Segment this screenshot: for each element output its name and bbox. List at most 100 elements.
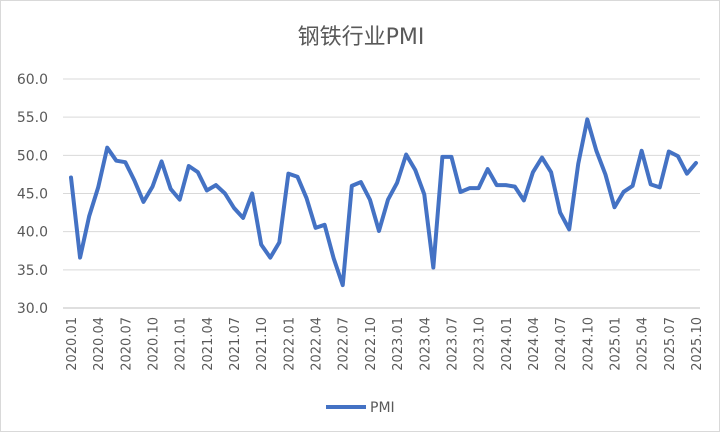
x-tick-label: 2021.10 xyxy=(255,317,270,371)
x-tick-label: 2023.04 xyxy=(418,317,433,371)
data-point xyxy=(69,175,73,179)
data-point xyxy=(440,155,444,159)
data-point xyxy=(305,196,309,200)
data-point xyxy=(141,200,145,204)
data-point xyxy=(567,227,571,231)
y-tick-label: 45.0 xyxy=(17,187,48,203)
data-point xyxy=(96,185,100,189)
data-point xyxy=(649,182,653,186)
x-tick-label: 2025.10 xyxy=(690,317,705,371)
series-layer xyxy=(69,117,698,288)
x-tick-label: 2022.10 xyxy=(364,317,379,371)
x-tick-label: 2025.07 xyxy=(663,317,678,371)
data-point xyxy=(205,188,209,192)
data-point xyxy=(413,168,417,172)
data-point xyxy=(78,256,82,260)
data-point xyxy=(295,175,299,179)
gridlines xyxy=(63,78,700,309)
legend-label-pmi: PMI xyxy=(370,400,395,416)
data-point xyxy=(667,150,671,154)
y-tick-label: 30.0 xyxy=(17,301,48,317)
data-point xyxy=(241,216,245,220)
x-tick-label: 2021.01 xyxy=(174,317,189,371)
data-point xyxy=(123,160,127,164)
data-point xyxy=(87,214,91,218)
data-point xyxy=(504,183,508,187)
data-point xyxy=(594,149,598,153)
data-point xyxy=(268,256,272,260)
data-point xyxy=(549,170,553,174)
data-point xyxy=(114,159,118,163)
y-tick-label: 35.0 xyxy=(17,263,48,279)
chart-title: 钢铁行业PMI xyxy=(298,25,425,50)
x-tick-label: 2020.04 xyxy=(92,317,107,371)
x-tick-label: 2022.01 xyxy=(282,317,297,371)
data-point xyxy=(631,184,635,188)
data-point xyxy=(332,256,336,260)
data-point xyxy=(151,185,155,189)
data-point xyxy=(160,159,164,163)
data-point xyxy=(458,190,462,194)
data-point xyxy=(585,117,589,121)
data-point xyxy=(350,184,354,188)
data-point xyxy=(612,205,616,209)
data-point xyxy=(495,183,499,187)
data-point xyxy=(531,170,535,174)
data-point xyxy=(558,211,562,215)
legend: PMI xyxy=(326,400,395,416)
y-tick-label: 60.0 xyxy=(17,72,48,88)
data-point xyxy=(449,155,453,159)
data-point xyxy=(468,186,472,190)
x-tick-label: 2024.10 xyxy=(581,317,596,371)
x-tick-label: 2020.01 xyxy=(65,317,80,371)
data-point xyxy=(286,172,290,176)
y-tick-label: 40.0 xyxy=(17,225,48,241)
data-point xyxy=(603,172,607,176)
y-axis-ticks: 30.0 35.0 40.0 45.0 50.0 55.0 60.0 xyxy=(17,72,48,317)
x-tick-label: 2025.04 xyxy=(636,317,651,371)
y-tick-label: 55.0 xyxy=(17,110,48,126)
series-line-pmi xyxy=(69,117,698,288)
data-point xyxy=(377,229,381,233)
data-point xyxy=(341,283,345,287)
data-point xyxy=(314,226,318,230)
data-point xyxy=(694,161,698,165)
data-point xyxy=(404,153,408,157)
data-point xyxy=(277,240,281,244)
x-tick-label: 2021.04 xyxy=(201,317,216,371)
x-tick-label: 2024.01 xyxy=(500,317,515,371)
data-point xyxy=(540,156,544,160)
x-tick-label: 2022.04 xyxy=(310,317,325,371)
data-point xyxy=(132,179,136,183)
x-tick-label: 2023.10 xyxy=(473,317,488,371)
data-point xyxy=(196,170,200,174)
x-tick-label: 2020.07 xyxy=(119,317,134,371)
data-point xyxy=(477,186,481,190)
data-point xyxy=(178,198,182,202)
data-point xyxy=(486,167,490,171)
data-point xyxy=(323,223,327,227)
data-point xyxy=(658,185,662,189)
x-tick-label: 2023.01 xyxy=(391,317,406,371)
data-point xyxy=(223,192,227,195)
x-tick-label: 2023.07 xyxy=(445,317,460,371)
data-point xyxy=(105,146,109,150)
y-tick-label: 50.0 xyxy=(17,148,48,164)
data-point xyxy=(422,192,426,196)
x-tick-label: 2025.01 xyxy=(608,317,623,371)
data-point xyxy=(640,149,644,153)
x-tick-label: 2024.04 xyxy=(527,317,542,371)
data-point xyxy=(214,183,218,187)
data-point xyxy=(513,185,517,189)
x-tick-label: 2024.07 xyxy=(554,317,569,371)
x-axis-ticks: 2020.01 2020.04 2020.07 2020.10 2021.01 2021.… xyxy=(65,317,705,371)
data-point xyxy=(250,192,254,195)
data-point xyxy=(169,187,173,191)
x-tick-label: 2020.10 xyxy=(147,317,162,371)
data-point xyxy=(359,180,363,184)
data-point xyxy=(187,164,191,168)
data-point xyxy=(368,198,372,202)
x-tick-label: 2021.07 xyxy=(228,317,243,371)
